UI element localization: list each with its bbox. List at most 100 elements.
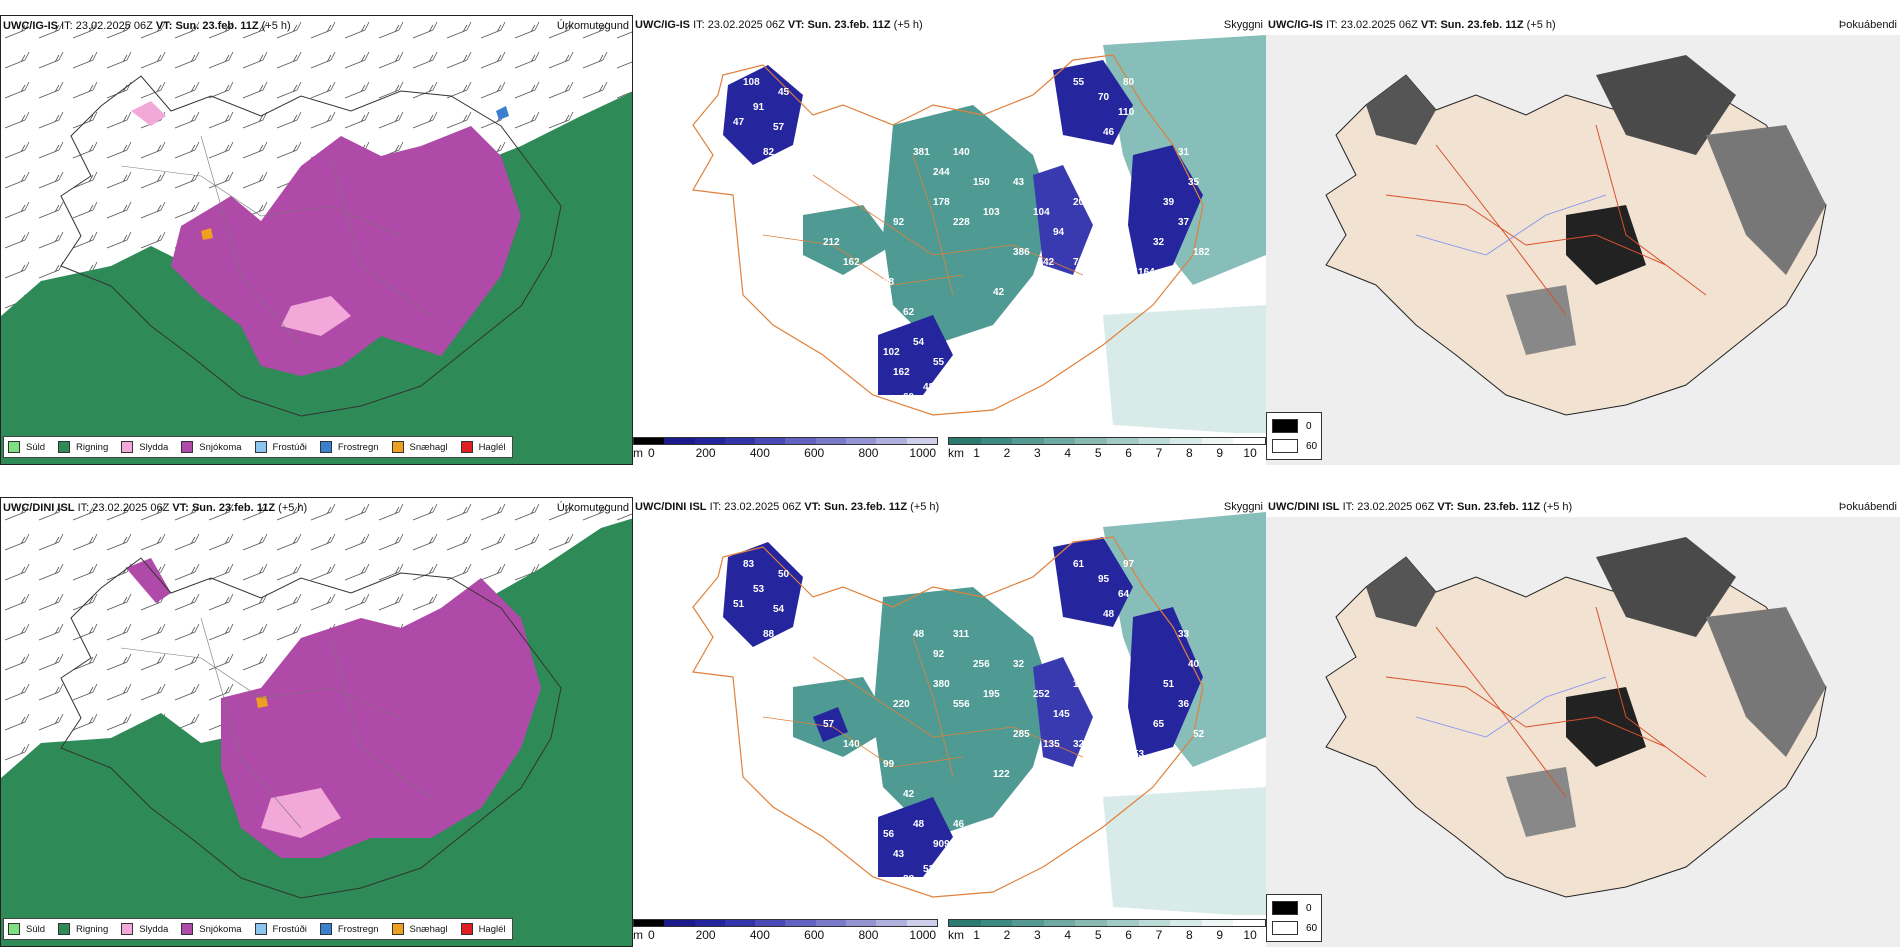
ceiling-colorbar: m 0 200 400 600 800 1000: [633, 433, 938, 465]
iceland-outline: [60, 75, 562, 417]
ceiling-value-label: 36: [1178, 699, 1190, 710]
legend-swatch: [8, 923, 20, 935]
colorbar-segment: [846, 920, 877, 926]
ceiling-value-label: 178: [933, 197, 950, 208]
ceiling-value-label: 285: [1013, 729, 1030, 740]
colorbar-segment: [906, 920, 937, 926]
graupel-spot: [256, 696, 268, 708]
colorbar-segment: [1106, 438, 1139, 444]
legend-swatch: [1272, 439, 1298, 453]
ceiling-value-label: 135: [1043, 739, 1060, 750]
ceiling-value-label: 80: [1123, 77, 1135, 88]
ceiling-unit: m: [633, 928, 643, 942]
precip-type-panel-ig: UWC/IG-IS IT: 23.02.2025 06Z VT: Sun. 23…: [0, 15, 633, 465]
ceiling-value-label: 50: [778, 569, 790, 580]
ceiling-value-label: 99: [883, 759, 895, 770]
fog-shading: [1596, 537, 1736, 637]
legend-item-snow-pellets: Snæhagl: [391, 923, 448, 935]
colorbar-tick-label: 0: [647, 928, 655, 942]
ceiling-value-label: 48: [913, 819, 925, 830]
ceiling-value-label: 54: [913, 337, 925, 348]
ceiling-value-label: 110: [1118, 107, 1135, 118]
legend-swatch: [1272, 921, 1298, 935]
legend-swatch: [391, 923, 404, 935]
colorbar-tick-label: 400: [749, 928, 770, 942]
colorbar-segment: [906, 438, 937, 444]
low-ceiling-area: [1053, 60, 1133, 145]
ceiling-value-label: 94: [1053, 227, 1065, 238]
ceiling-value-label: 104: [1033, 207, 1050, 218]
low-ceiling-area: [813, 707, 848, 742]
ceiling-value-label: 58: [783, 639, 795, 650]
ceiling-value-label: 91: [753, 102, 765, 113]
ceiling-value-label: 51: [1163, 679, 1175, 690]
legend-item-drizzle: Súld: [8, 441, 45, 453]
low-visibility-area: [883, 105, 1053, 345]
colorbar-segment: [1075, 920, 1107, 926]
ceiling-value-label: 40: [1188, 659, 1200, 670]
ceiling-value-label: 70: [1073, 257, 1085, 268]
ceiling-value-label: 62: [903, 307, 915, 318]
ceiling-value-label: 52: [1193, 729, 1205, 740]
snow-area: [171, 126, 521, 376]
fog-index-panel-ig: UWC/IG-IS IT: 23.02.2025 06Z VT: Sun. 23…: [1266, 15, 1900, 465]
precip-type-legend: Súld Rigning Slydda Snjókoma Frostúði Fr…: [3, 436, 513, 458]
ceiling-value-label: 35: [1188, 177, 1200, 188]
ceiling-value-label: 32: [1013, 659, 1025, 670]
fog-shading: [1366, 75, 1436, 145]
ceiling-colorbar: m 0 200 400 600 800 1000: [633, 915, 938, 947]
panel-parameter-name: Þokuábendi: [1838, 501, 1897, 513]
colorbar-tick-label: 3: [1034, 446, 1041, 460]
legend-swatch: [8, 441, 20, 453]
colorbar-tick-label: 600: [804, 446, 825, 460]
colorbar-tick-label: 3: [1034, 928, 1041, 942]
ceiling-value-label: 212: [823, 237, 840, 248]
ceiling-value-label: 63: [953, 337, 965, 348]
legend-item-drizzle: Súld: [8, 923, 45, 935]
ceiling-value-label: 48: [1103, 609, 1115, 620]
fog-legend-item: 0: [1272, 419, 1312, 433]
ceiling-value-label: 45: [778, 87, 790, 98]
legend-item-hail: Haglél: [460, 441, 506, 453]
ceiling-value-label: 228: [953, 217, 970, 228]
sea-fog-area: [1103, 35, 1266, 285]
colorbar-segment: [1075, 438, 1107, 444]
colorbar-segment: [1233, 438, 1265, 444]
colorbar-tick-label: 6: [1125, 446, 1132, 460]
colorbar-tick-label: 0: [647, 446, 655, 460]
colorbar-tick-label: 5: [1094, 928, 1102, 942]
ceiling-value-label: 70: [1098, 92, 1110, 103]
low-ceiling-area: [1128, 145, 1203, 275]
ceiling-value-label: 69: [903, 392, 915, 403]
ceiling-value-label: 556: [953, 699, 970, 710]
ceiling-value-label: 43: [893, 849, 905, 860]
fog-shading: [1706, 125, 1826, 275]
panel-title: UWC/IG-IS IT: 23.02.2025 06Z VT: Sun. 23…: [1268, 19, 1556, 31]
fog-legend-item: 0: [1272, 901, 1312, 915]
legend-swatch: [460, 923, 473, 935]
low-visibility-area: [873, 587, 1053, 837]
ceiling-value-label: 43: [1013, 177, 1025, 188]
legend-swatch: [1272, 901, 1298, 915]
colorbar-segment: [1233, 920, 1265, 926]
colorbar-segment: [634, 920, 665, 926]
colorbar-tick-label: 2: [1003, 928, 1011, 942]
ceiling-value-label: 55: [1073, 77, 1085, 88]
ceiling-value-label: 122: [993, 769, 1010, 780]
legend-item-freezing-drizzle: Frostúði: [254, 441, 307, 453]
ceiling-value-label: 37: [1178, 217, 1190, 228]
legend-item-rain: Rigning: [58, 441, 108, 453]
ceiling-value-label: 55: [933, 357, 945, 368]
ceiling-value-label: 145: [1053, 709, 1070, 720]
ceiling-value-label: 58: [883, 277, 895, 288]
sea-fog-area: [1103, 787, 1266, 917]
ceiling-value-label: 162: [893, 367, 910, 378]
colorbar-tick-label: 1: [973, 446, 980, 460]
iceland-outline: [692, 54, 1204, 416]
ceiling-value-label: 51: [733, 599, 745, 610]
ceiling-value-label: 54: [773, 604, 785, 615]
colorbar-segment: [724, 920, 756, 926]
legend-item-sleet: Slydda: [121, 441, 168, 453]
